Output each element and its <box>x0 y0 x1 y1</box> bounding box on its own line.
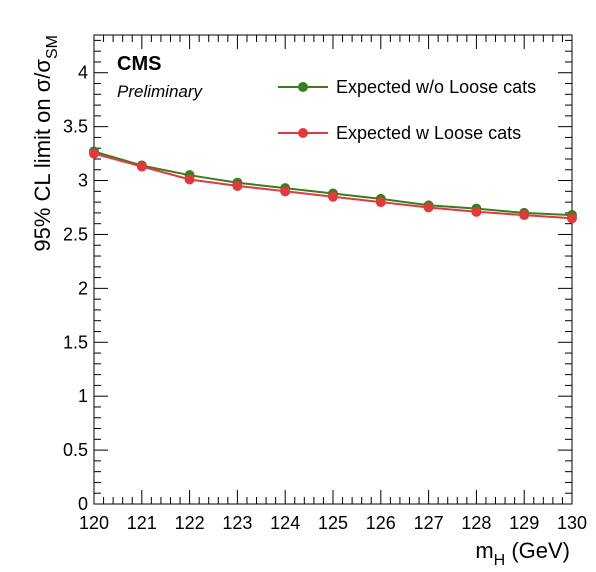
data-point <box>423 202 434 213</box>
data-point <box>136 161 147 172</box>
legend-entry: Expected w/o Loose cats <box>278 77 536 97</box>
axis-ticks <box>93 35 573 505</box>
data-point <box>471 206 482 217</box>
x-axis-label: mH (GeV) <box>475 538 570 569</box>
series-line <box>93 152 573 220</box>
x-tick-label: 129 <box>509 513 539 533</box>
x-tick-label: 123 <box>222 513 252 533</box>
y-tick-labels: 0 0.5 1 1.5 2 2.5 3 3.5 4 <box>63 63 88 514</box>
y-axis-label-subscript: SM <box>44 35 61 59</box>
x-tick-label: 126 <box>366 513 396 533</box>
x-tick-label: 125 <box>318 513 348 533</box>
x-tick-label: 122 <box>175 513 205 533</box>
y-tick-label: 3.5 <box>63 117 88 137</box>
data-point <box>184 174 195 185</box>
data-point <box>280 186 291 197</box>
y-tick-label: 0 <box>78 494 88 514</box>
x-tick-label: 124 <box>270 513 300 533</box>
data-point <box>519 210 530 221</box>
legend-label: Expected w Loose cats <box>336 123 521 143</box>
series-layer <box>89 146 577 224</box>
x-tick-label: 120 <box>79 513 109 533</box>
experiment-label: CMS <box>117 53 161 75</box>
y-axis-label: 95% CL limit on σ/σSM <box>30 35 61 252</box>
x-tick-label: 127 <box>414 513 444 533</box>
series-line <box>93 150 573 217</box>
x-tick-labels: 120 121 122 123 124 125 126 127 128 129 130 <box>79 513 587 533</box>
data-point <box>567 213 577 224</box>
x-tick-label: 130 <box>557 513 587 533</box>
x-axis-label-unit: (GeV) <box>505 538 570 563</box>
legend-entry: Expected w Loose cats <box>278 123 521 143</box>
legend-marker <box>298 128 308 138</box>
series-1 <box>89 146 577 221</box>
y-tick-label: 0.5 <box>63 440 88 460</box>
y-tick-label: 4 <box>78 63 88 83</box>
series-2 <box>89 148 577 224</box>
plot-frame <box>93 34 573 505</box>
x-tick-label: 121 <box>127 513 157 533</box>
legend: Expected w/o Loose cats Expected w Loose … <box>278 77 536 143</box>
status-label: Preliminary <box>117 82 204 101</box>
y-tick-label: 2.5 <box>63 224 88 244</box>
legend-label: Expected w/o Loose cats <box>336 77 536 97</box>
data-point <box>232 180 243 191</box>
y-tick-label: 1.5 <box>63 332 88 352</box>
y-tick-label: 2 <box>78 278 88 298</box>
x-axis-label-subscript: H <box>494 552 506 569</box>
data-point <box>328 191 338 202</box>
y-tick-label: 1 <box>78 386 88 406</box>
data-point <box>89 148 99 159</box>
data-point <box>375 197 386 208</box>
x-tick-label: 128 <box>461 513 491 533</box>
legend-marker <box>298 82 308 92</box>
y-tick-label: 3 <box>78 171 88 191</box>
